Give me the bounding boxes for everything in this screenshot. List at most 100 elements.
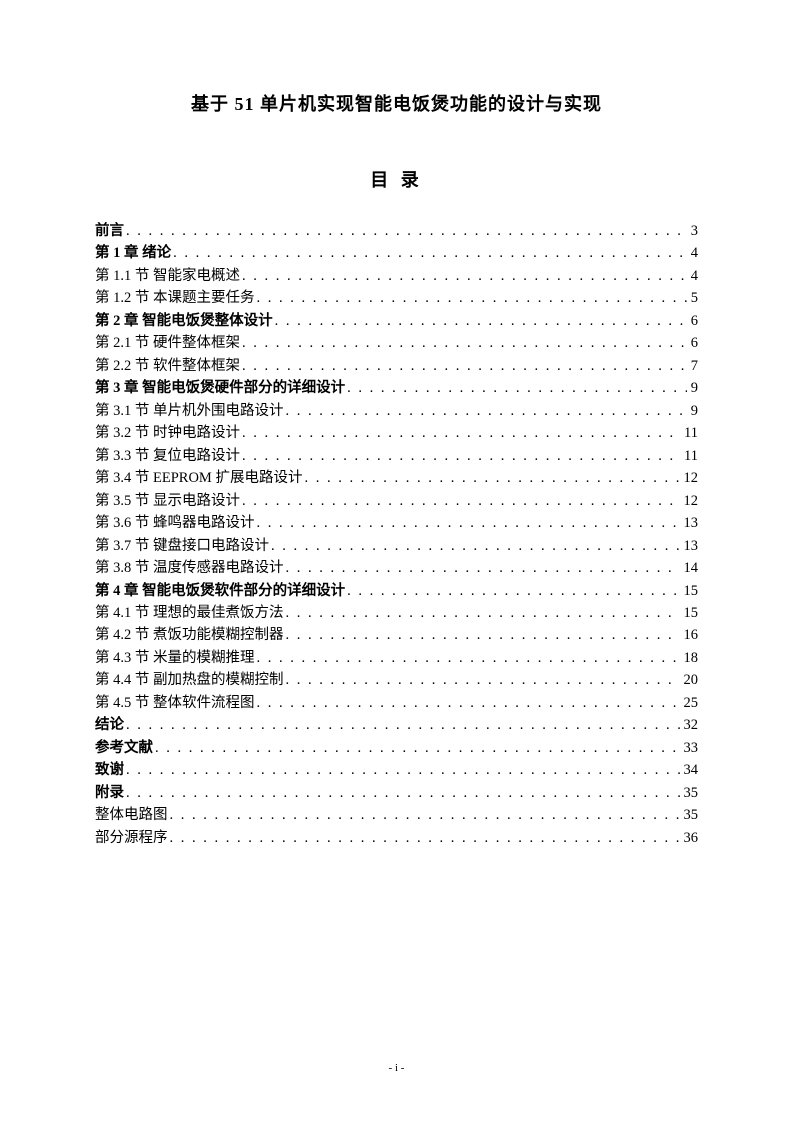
toc-dots bbox=[269, 535, 680, 557]
toc-dots bbox=[255, 647, 680, 669]
toc-dots bbox=[240, 355, 687, 377]
toc-dots bbox=[124, 220, 687, 242]
toc-entry: 第 4 章 智能电饭煲软件部分的详细设计 15 bbox=[95, 580, 698, 602]
toc-entry-page: 33 bbox=[680, 737, 699, 759]
toc-entry: 前言3 bbox=[95, 220, 698, 242]
toc-dots bbox=[171, 242, 687, 264]
toc-entry-label: 第 1.1 节 智能家电概述 bbox=[95, 265, 240, 287]
toc-entry: 第 3.6 节 蜂鸣器电路设计 13 bbox=[95, 512, 698, 534]
toc-entry-page: 35 bbox=[680, 782, 699, 804]
toc-entry-page: 9 bbox=[687, 400, 698, 422]
toc-entry-label: 第 3.3 节 复位电路设计 bbox=[95, 445, 240, 467]
toc-entry: 第 4.1 节 理想的最佳煮饭方法15 bbox=[95, 602, 698, 624]
toc-entry: 第 4.5 节 整体软件流程图25 bbox=[95, 692, 698, 714]
toc-entry-page: 9 bbox=[687, 377, 698, 399]
toc-entry: 第 1 章 绪论 4 bbox=[95, 242, 698, 264]
toc-entry-page: 7 bbox=[687, 355, 698, 377]
toc-dots bbox=[255, 692, 680, 714]
toc-entry-label: 第 3.6 节 蜂鸣器电路设计 bbox=[95, 512, 255, 534]
toc-entry-page: 4 bbox=[687, 265, 698, 287]
toc-entry: 第 3.5 节 显示电路设计 12 bbox=[95, 490, 698, 512]
toc-entry-page: 12 bbox=[680, 490, 699, 512]
toc-entry-page: 14 bbox=[680, 557, 699, 579]
toc-entry-page: 18 bbox=[680, 647, 699, 669]
toc-entry-label: 第 1 章 绪论 bbox=[95, 242, 171, 264]
toc-dots bbox=[284, 400, 687, 422]
toc-entry: 第 3.1 节 单片机外围电路设计 9 bbox=[95, 400, 698, 422]
toc-dots bbox=[345, 580, 679, 602]
toc-entry-label: 第 4 章 智能电饭煲软件部分的详细设计 bbox=[95, 580, 345, 602]
toc-entry-label: 第 3.2 节 时钟电路设计 bbox=[95, 422, 240, 444]
toc-dots bbox=[284, 624, 680, 646]
toc-entry-label: 前言 bbox=[95, 220, 124, 242]
toc-entry-label: 第 3.4 节 EEPROM 扩展电路设计 bbox=[95, 467, 302, 489]
toc-dots bbox=[284, 602, 680, 624]
toc-entry: 第 2 章 智能电饭煲整体设计6 bbox=[95, 310, 698, 332]
toc-entry-label: 参考文献 bbox=[95, 737, 153, 759]
toc-dots bbox=[273, 310, 687, 332]
toc-entry-label: 第 4.3 节 米量的模糊推理 bbox=[95, 647, 255, 669]
toc-entry: 第 1.1 节 智能家电概述 4 bbox=[95, 265, 698, 287]
toc-heading: 目 录 bbox=[95, 166, 698, 192]
toc-entry: 附录 35 bbox=[95, 782, 698, 804]
toc-entry-page: 6 bbox=[687, 310, 698, 332]
toc-entry: 第 4.2 节 煮饭功能模糊控制器 16 bbox=[95, 624, 698, 646]
toc-entry-label: 结论 bbox=[95, 714, 124, 736]
toc-entry-page: 20 bbox=[680, 669, 699, 691]
toc-dots bbox=[240, 422, 680, 444]
toc-dots bbox=[284, 669, 680, 691]
toc-dots bbox=[124, 759, 680, 781]
toc-entry-label: 第 4.5 节 整体软件流程图 bbox=[95, 692, 255, 714]
toc-entry: 参考文献 33 bbox=[95, 737, 698, 759]
toc-entry-label: 第 3 章 智能电饭煲硬件部分的详细设计 bbox=[95, 377, 345, 399]
toc-entry-page: 12 bbox=[680, 467, 699, 489]
toc-dots bbox=[124, 782, 680, 804]
toc-dots bbox=[168, 804, 680, 826]
toc-entry-page: 32 bbox=[680, 714, 699, 736]
toc-entry: 第 4.4 节 副加热盘的模糊控制20 bbox=[95, 669, 698, 691]
toc-entry: 第 2.2 节 软件整体框架 7 bbox=[95, 355, 698, 377]
toc-entry-label: 部分源程序 bbox=[95, 827, 168, 849]
toc-entry: 整体电路图 35 bbox=[95, 804, 698, 826]
toc-entry-label: 第 1.2 节 本课题主要任务 bbox=[95, 287, 255, 309]
toc-dots bbox=[345, 377, 687, 399]
toc-entry: 第 3 章 智能电饭煲硬件部分的详细设计 9 bbox=[95, 377, 698, 399]
toc-entry-page: 36 bbox=[680, 827, 699, 849]
toc-entry-page: 16 bbox=[680, 624, 699, 646]
toc-entry-page: 15 bbox=[680, 602, 699, 624]
toc-entry: 第 3.4 节 EEPROM 扩展电路设计 12 bbox=[95, 467, 698, 489]
toc-dots bbox=[153, 737, 680, 759]
toc-dots bbox=[240, 332, 687, 354]
toc-entry-label: 第 3.7 节 键盘接口电路设计 bbox=[95, 535, 269, 557]
toc-entry: 结论 32 bbox=[95, 714, 698, 736]
toc-entry-label: 第 3.1 节 单片机外围电路设计 bbox=[95, 400, 284, 422]
toc-entry-page: 11 bbox=[680, 422, 698, 444]
toc-entry-page: 13 bbox=[680, 512, 699, 534]
toc-dots bbox=[302, 467, 679, 489]
toc-dots bbox=[240, 490, 680, 512]
toc-entry-label: 第 2.2 节 软件整体框架 bbox=[95, 355, 240, 377]
toc-entry: 第 3.2 节 时钟电路设计 11 bbox=[95, 422, 698, 444]
toc-entry-page: 15 bbox=[680, 580, 699, 602]
page-footer: - i - bbox=[0, 1062, 793, 1074]
toc-dots bbox=[255, 512, 680, 534]
toc-entry: 致谢 34 bbox=[95, 759, 698, 781]
toc-entry-label: 附录 bbox=[95, 782, 124, 804]
toc-entry: 第 3.3 节 复位电路设计 11 bbox=[95, 445, 698, 467]
toc-dots bbox=[284, 557, 680, 579]
toc-entry-page: 35 bbox=[680, 804, 699, 826]
toc-entry-label: 第 2.1 节 硬件整体框架 bbox=[95, 332, 240, 354]
toc-entry-label: 第 3.5 节 显示电路设计 bbox=[95, 490, 240, 512]
toc-entry-page: 11 bbox=[680, 445, 698, 467]
toc-entry: 第 2.1 节 硬件整体框架6 bbox=[95, 332, 698, 354]
document-title: 基于 51 单片机实现智能电饭煲功能的设计与实现 bbox=[95, 90, 698, 116]
toc-entry-label: 第 3.8 节 温度传感器电路设计 bbox=[95, 557, 284, 579]
toc-dots bbox=[168, 827, 680, 849]
toc-entry-page: 4 bbox=[687, 242, 698, 264]
toc-entry-label: 致谢 bbox=[95, 759, 124, 781]
toc-entry-label: 整体电路图 bbox=[95, 804, 168, 826]
toc-dots bbox=[255, 287, 687, 309]
toc-entry: 第 3.8 节 温度传感器电路设计 14 bbox=[95, 557, 698, 579]
toc-entry-label: 第 4.2 节 煮饭功能模糊控制器 bbox=[95, 624, 284, 646]
toc-entry-page: 34 bbox=[680, 759, 699, 781]
